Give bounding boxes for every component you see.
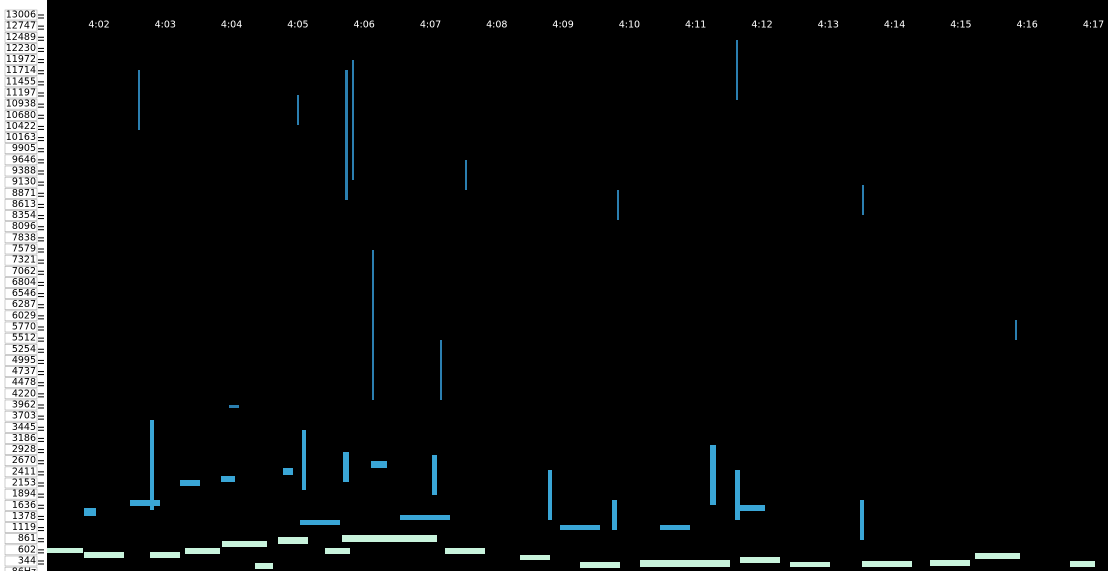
time-label: 4:04 (221, 20, 242, 31)
frequency-label: 12489 (6, 32, 36, 43)
frequency-label: 4220 (12, 388, 36, 399)
time-label: 4:06 (354, 20, 375, 31)
frequency-label: 8871 (12, 188, 36, 199)
frequency-label: 10422 (6, 121, 36, 132)
time-label: 4:14 (884, 20, 905, 31)
spectrogram-window: 1300612747124891223011972117141145511197… (0, 0, 1108, 571)
time-label: 4:10 (619, 20, 640, 31)
frequency-label: 7579 (12, 244, 36, 255)
frequency-label: 8354 (12, 210, 36, 221)
frequency-label: 6029 (12, 310, 36, 321)
frequency-label: 5254 (12, 344, 36, 355)
frequency-label: 11972 (6, 54, 36, 65)
time-label: 4:13 (818, 20, 839, 31)
frequency-label: 7838 (12, 232, 36, 243)
frequency-label: 86Hz (12, 567, 36, 571)
frequency-label: 9646 (12, 154, 36, 165)
frequency-label: 602 (18, 544, 36, 555)
frequency-label: 13006 (6, 10, 36, 21)
frequency-label: 3445 (12, 422, 36, 433)
time-label: 4:15 (950, 20, 971, 31)
frequency-label: 6804 (12, 277, 36, 288)
frequency-label: 2153 (12, 478, 36, 489)
time-label: 4:12 (751, 20, 772, 31)
time-label: 4:08 (486, 20, 507, 31)
frequency-label: 11197 (6, 88, 36, 99)
frequency-label: 1378 (12, 511, 36, 522)
frequency-label: 6287 (12, 299, 36, 310)
frequency-label: 9130 (12, 177, 36, 188)
frequency-label: 12230 (6, 43, 36, 54)
time-label: 4:09 (552, 20, 573, 31)
frequency-label: 4737 (12, 366, 36, 377)
time-label: 4:11 (685, 20, 706, 31)
time-label: 4:16 (1017, 20, 1038, 31)
frequency-label: 2670 (12, 455, 36, 466)
frequency-label: 8613 (12, 199, 36, 210)
frequency-label: 11714 (6, 65, 36, 76)
time-label: 4:07 (420, 20, 441, 31)
frequency-label: 7062 (12, 266, 36, 277)
frequency-label: 9905 (12, 143, 36, 154)
frequency-label: 861 (18, 533, 36, 544)
frequency-label: 4995 (12, 355, 36, 366)
frequency-label: 10680 (6, 110, 36, 121)
frequency-label: 10163 (6, 132, 36, 143)
frequency-label: 5512 (12, 333, 36, 344)
frequency-label: 2928 (12, 444, 36, 455)
spectrogram-area (47, 0, 1108, 571)
frequency-label: 8096 (12, 221, 36, 232)
frequency-label: 3186 (12, 433, 36, 444)
frequency-label: 1636 (12, 500, 36, 511)
frequency-label: 2411 (12, 466, 36, 477)
time-label: 4:17 (1083, 20, 1104, 31)
frequency-label: 11455 (6, 76, 36, 87)
frequency-label: 9388 (12, 166, 36, 177)
time-label: 4:02 (88, 20, 109, 31)
frequency-label: 6546 (12, 288, 36, 299)
frequency-label: 344 (18, 556, 36, 567)
frequency-label: 3703 (12, 411, 36, 422)
frequency-label: 10938 (6, 99, 36, 110)
time-label: 4:05 (287, 20, 308, 31)
time-label: 4:03 (155, 20, 176, 31)
frequency-label: 12747 (6, 21, 36, 32)
frequency-label: 3962 (12, 400, 36, 411)
frequency-label: 5770 (12, 322, 36, 333)
frequency-label: 7321 (12, 255, 36, 266)
frequency-label: 4478 (12, 377, 36, 388)
frequency-label: 1894 (12, 489, 36, 500)
frequency-label: 1119 (12, 522, 36, 533)
